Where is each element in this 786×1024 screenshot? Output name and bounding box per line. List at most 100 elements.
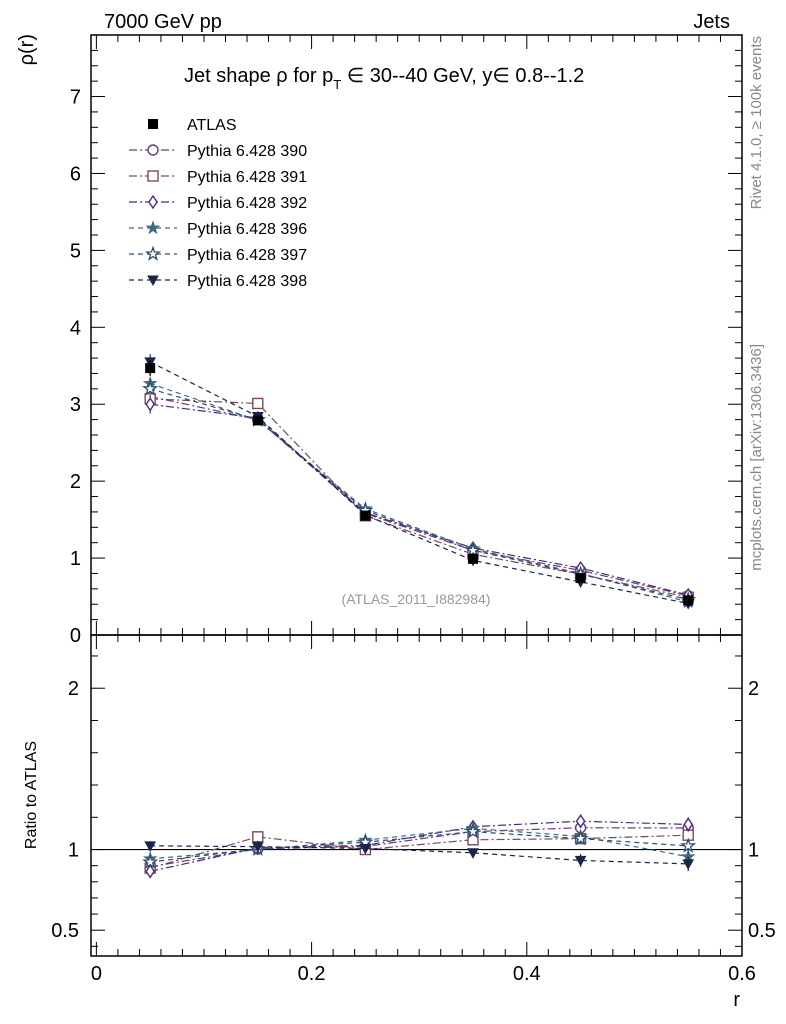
series-391-group: [144, 393, 694, 604]
legend-item: Pythia 6.428 392: [129, 194, 307, 212]
series-392-ratio-point: [683, 817, 694, 832]
series-397-point: [464, 541, 482, 558]
ratio-y-tick-label: 2: [68, 678, 79, 700]
legend-item: Pythia 6.428 391: [129, 169, 307, 186]
legend-label: Pythia 6.428 396: [187, 221, 307, 238]
header-right-label: Jets: [693, 11, 730, 33]
series-398-ratio-line: [150, 845, 689, 865]
series-392-point: [145, 396, 156, 412]
series-392-group: [145, 395, 694, 603]
series-392-line: [150, 403, 689, 596]
x-tick-label: 0: [91, 963, 102, 985]
ratio-y-tick-label: 0.5: [51, 920, 79, 942]
legend-item: ATLAS: [148, 117, 237, 134]
legend-item: Pythia 6.428 397: [129, 245, 307, 264]
y-tick-label: 1: [70, 548, 81, 570]
y-tick-label: 5: [70, 240, 81, 262]
chart-title: Jet shape ρ for pT ∈ 30--40 GeV, y∈ 0.8-…: [184, 65, 584, 92]
legend-marker: [147, 170, 159, 182]
atlas-data-point: [360, 510, 371, 521]
ratio-y-tick-label: 1: [68, 840, 79, 862]
legend-item: Pythia 6.428 390: [129, 143, 307, 160]
main-panel: 0 1 2 3 4 5 6 7: [70, 34, 743, 647]
series-392-ratio-point: [575, 813, 586, 829]
legend-marker: [145, 220, 161, 235]
series-390-line: [150, 395, 689, 597]
ratio-panel: 0 0.2 0.4 0.6 0.5 0.5 1 1 2 2: [51, 635, 776, 985]
series-390-ratio-line: [150, 827, 689, 868]
series-397-ratio-point: [464, 823, 482, 839]
legend-item: Pythia 6.428 396: [129, 220, 307, 238]
series-390-ratio-group: [144, 820, 694, 873]
x-tick-label: 0.6: [728, 963, 756, 985]
series-398-ratio-point: [467, 848, 479, 859]
ratio-y-axis-title: Ratio to ATLAS: [23, 741, 40, 849]
y-tick-label: 3: [70, 394, 81, 416]
atlas-data-point: [683, 595, 694, 606]
title-subscript: T: [333, 77, 341, 92]
ratio-y-tick-label-right: 2: [748, 678, 759, 700]
header-left-label: 7000 GeV pp: [104, 11, 222, 33]
series-392-ratio-point: [145, 864, 156, 879]
series-398-line: [149, 361, 689, 605]
series-398-ratio-group: [144, 841, 695, 872]
y-tick-label: 6: [70, 163, 81, 185]
atlas-data-point: [252, 415, 263, 426]
legend-label: Pythia 6.428 390: [187, 143, 307, 160]
series-397-ratio-group: [142, 823, 697, 869]
atlas-data-point: [145, 363, 156, 374]
y-tick-label: 7: [70, 87, 81, 109]
series-397-ratio-point: [680, 837, 697, 853]
y-tick-label: 4: [70, 317, 81, 339]
series-397-group: [142, 380, 697, 607]
title-lead: Jet shape ρ for p: [184, 65, 333, 87]
series-390-group: [144, 390, 694, 602]
series-397-ratio-point: [572, 830, 589, 846]
legend-marker: [148, 119, 158, 129]
series-398-ratio-point: [682, 859, 695, 870]
rivet-version-label: Rivet 4.1.0, ≥ 100k events: [748, 36, 765, 209]
series-398-ratio-point: [251, 842, 264, 853]
ratio-y-tick-label-right: 0.5: [748, 920, 776, 942]
series-396-line: [149, 382, 689, 603]
legend: ATLAS Pythia 6.428 390 Pythia 6.428 391 Pyt…: [129, 117, 307, 290]
atlas-data-group: [145, 360, 694, 606]
y-axis-title: ρ(r): [16, 34, 38, 65]
ratio-panel-frame: [90, 634, 743, 957]
atlas-data-point: [575, 573, 586, 584]
title-tail: ∈ 30--40 GeV, y∈ 0.8--1.2: [341, 65, 584, 87]
series-398-ratio-point: [359, 843, 372, 855]
series-391-ratio-line: [150, 834, 689, 869]
legend-item: Pythia 6.428 398: [129, 273, 307, 290]
series-398-ratio-point: [574, 855, 587, 867]
x-tick-label: 0.4: [513, 963, 541, 985]
x-tick-label: 0.2: [298, 963, 326, 985]
series-398-ratio-point: [144, 841, 157, 852]
series-391-ratio-point: [252, 831, 264, 843]
legend-marker: [144, 245, 162, 261]
legend-marker: [147, 144, 159, 156]
y-tick-label: 2: [70, 471, 81, 493]
legend-label: ATLAS: [187, 117, 237, 134]
legend-label: Pythia 6.428 391: [187, 169, 307, 186]
mcplots-label: mcplots.cern.ch [arXiv:1306.3436]: [748, 344, 765, 571]
legend-label: Pythia 6.428 397: [187, 247, 307, 264]
y-tick-label: 0: [70, 625, 81, 647]
series-396-group: [142, 375, 696, 609]
series-391-line: [150, 398, 689, 598]
x-axis-title: r: [733, 989, 740, 1011]
atlas-data-point: [467, 553, 478, 564]
ratio-y-tick-label-right: 1: [748, 840, 759, 862]
series-397-point: [142, 380, 159, 396]
series-397-ratio-point: [142, 853, 159, 869]
series-397-line: [150, 388, 689, 601]
legend-label: Pythia 6.428 398: [187, 273, 307, 290]
series-391-point: [252, 397, 264, 410]
series-397-ratio-line: [150, 831, 689, 863]
series-392-ratio-line: [150, 820, 689, 872]
legend-marker: [148, 194, 158, 210]
legend-marker: [147, 275, 159, 287]
legend-label: Pythia 6.428 392: [187, 195, 307, 212]
analysis-watermark: (ATLAS_2011_I882984): [342, 591, 491, 607]
